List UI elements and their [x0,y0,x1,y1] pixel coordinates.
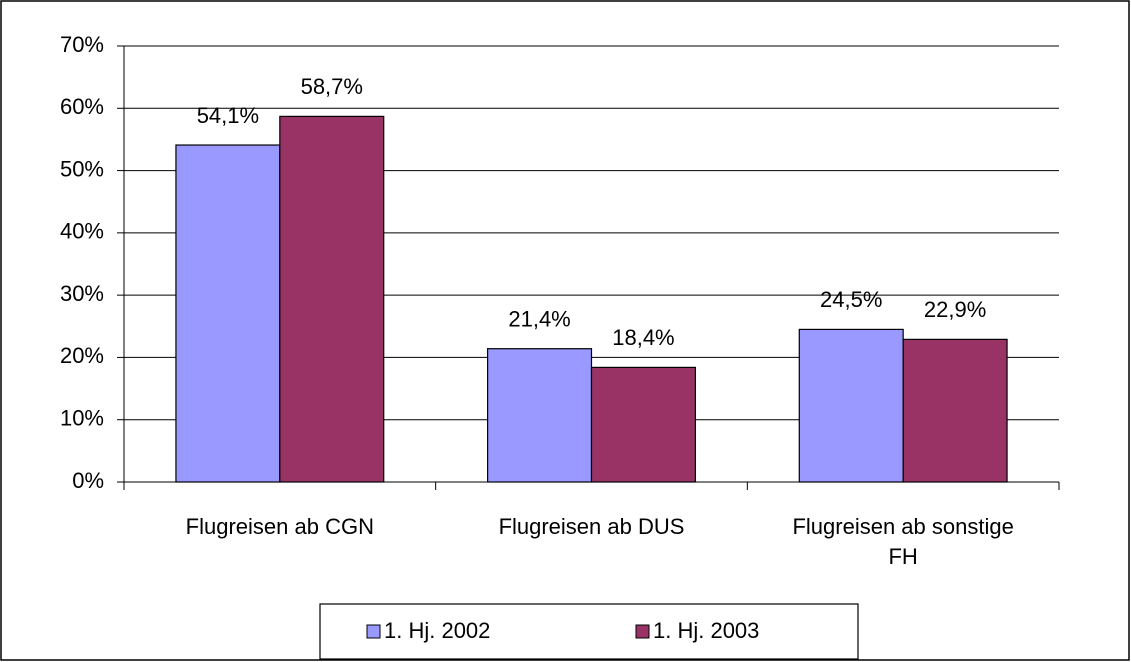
y-tick-label: 30% [60,281,104,306]
x-tick-label: Flugreisen ab DUS [498,514,685,539]
value-label: 54,1% [197,103,259,128]
y-tick-label: 0% [72,468,104,493]
value-label: 58,7% [301,74,363,99]
bar [590,366,696,483]
bar [175,144,281,483]
legend-label: 1. Hj. 2003 [653,618,759,643]
legend-box [319,603,859,660]
bar [902,338,1008,483]
value-label: 22,9% [924,297,986,322]
y-tick-label: 20% [60,343,104,368]
value-label: 24,5% [820,287,882,312]
y-tick-label: 10% [60,406,104,431]
value-label: 21,4% [508,307,570,332]
y-tick-label: 60% [60,94,104,119]
y-tick-label: 40% [60,219,104,244]
legend-swatch [635,624,650,639]
bar [798,328,904,483]
bar [487,348,593,483]
y-tick-label: 70% [60,32,104,57]
x-tick-label: Flugreisen ab sonstige FH [792,514,1014,569]
x-tick-label: Flugreisen ab CGN [185,514,374,539]
bar [279,115,385,483]
value-label: 18,4% [612,325,674,350]
y-tick-label: 50% [60,156,104,181]
legend-swatch [366,624,381,639]
legend-label: 1. Hj. 2002 [384,618,490,643]
